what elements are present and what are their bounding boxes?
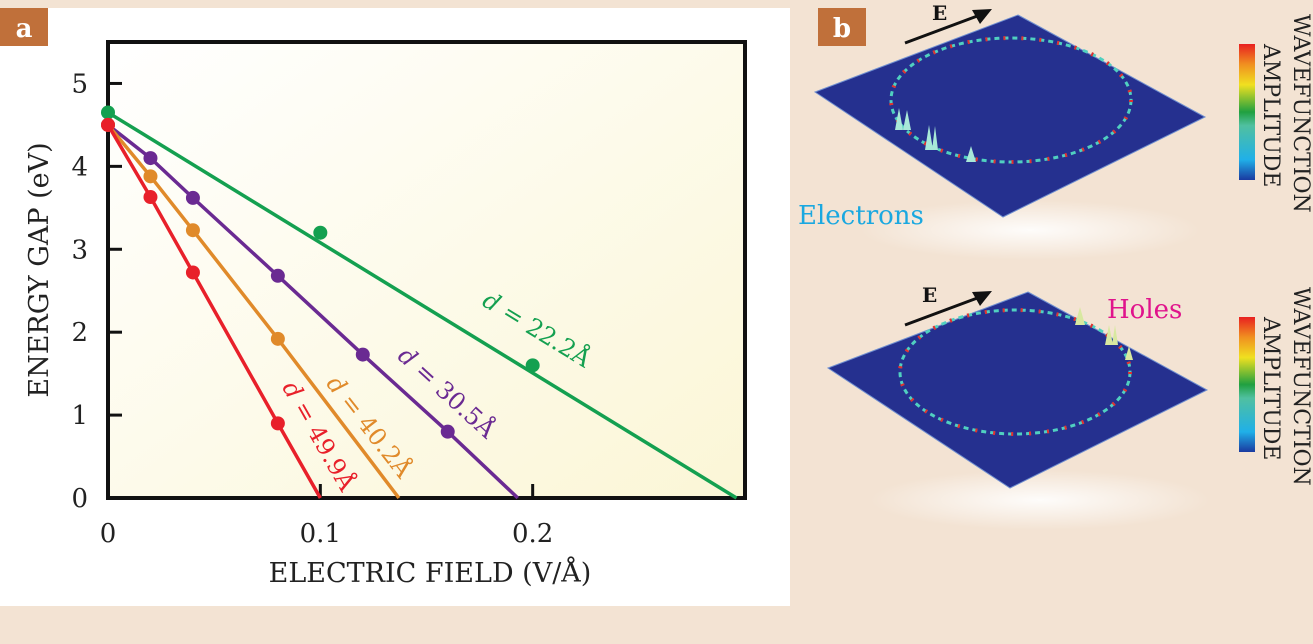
- colorbar-bottom: [1239, 317, 1255, 452]
- data-point: [143, 151, 158, 166]
- colorbar-title-amplitude: AMPLITUDE: [1258, 316, 1283, 460]
- data-point: [313, 225, 328, 240]
- y-tick-label: 3: [71, 235, 88, 265]
- data-point: [185, 190, 200, 205]
- panel-b-label: b: [833, 14, 851, 44]
- y-tick-label: 4: [71, 152, 88, 182]
- y-tick-label: 1: [71, 401, 88, 431]
- data-point: [101, 117, 115, 132]
- electrons-plot: E Electrons: [798, 1, 1207, 260]
- arrow-head-icon: [972, 291, 992, 306]
- holes-label: Holes: [1107, 295, 1182, 325]
- data-point: [143, 169, 158, 184]
- field-arrow: [904, 13, 981, 45]
- y-axis-label: ENERGY GAP (eV): [24, 142, 55, 397]
- x-tick-label: 0: [100, 519, 117, 549]
- data-point: [101, 105, 115, 120]
- panel-a-badge: [0, 8, 48, 46]
- data-point: [440, 424, 455, 439]
- lattice-plate: [826, 291, 1209, 489]
- x-tick-label: 0.1: [300, 519, 341, 549]
- x-tick-label: 0.2: [512, 519, 553, 549]
- panel-a-label: a: [16, 14, 33, 44]
- field-arrow: [904, 295, 981, 327]
- arrow-head-icon: [972, 9, 992, 24]
- plot-area: [106, 40, 747, 500]
- data-point: [185, 223, 200, 238]
- electrons-label: Electrons: [798, 201, 924, 231]
- colorbar-title-amplitude: AMPLITUDE: [1258, 43, 1283, 187]
- y-tick-label: 2: [71, 318, 88, 348]
- field-label: E: [922, 283, 937, 307]
- data-point: [185, 265, 200, 280]
- electron-peaks: [895, 108, 976, 162]
- colorbar-title-wavefunction: WAVEFUNCTION: [1288, 287, 1313, 486]
- field-label: E: [932, 1, 947, 25]
- colorbar-title-wavefunction: WAVEFUNCTION: [1288, 14, 1313, 213]
- y-tick-label: 5: [71, 69, 88, 99]
- data-point: [355, 347, 370, 362]
- y-tick-label: 0: [71, 484, 88, 514]
- hole-peaks: [1075, 307, 1133, 360]
- panel-b-badge: [818, 8, 866, 46]
- series-line: [107, 110, 738, 500]
- data-point: [525, 358, 540, 373]
- holes-plot: E Holes: [826, 283, 1210, 530]
- lattice-plate: [813, 14, 1207, 218]
- data-point: [270, 268, 285, 283]
- data-point: [270, 416, 285, 431]
- x-axis-label: ELECTRIC FIELD (V/Å): [269, 556, 592, 589]
- colorbar-top: [1239, 44, 1255, 180]
- data-point: [270, 331, 285, 346]
- data-point: [143, 190, 158, 205]
